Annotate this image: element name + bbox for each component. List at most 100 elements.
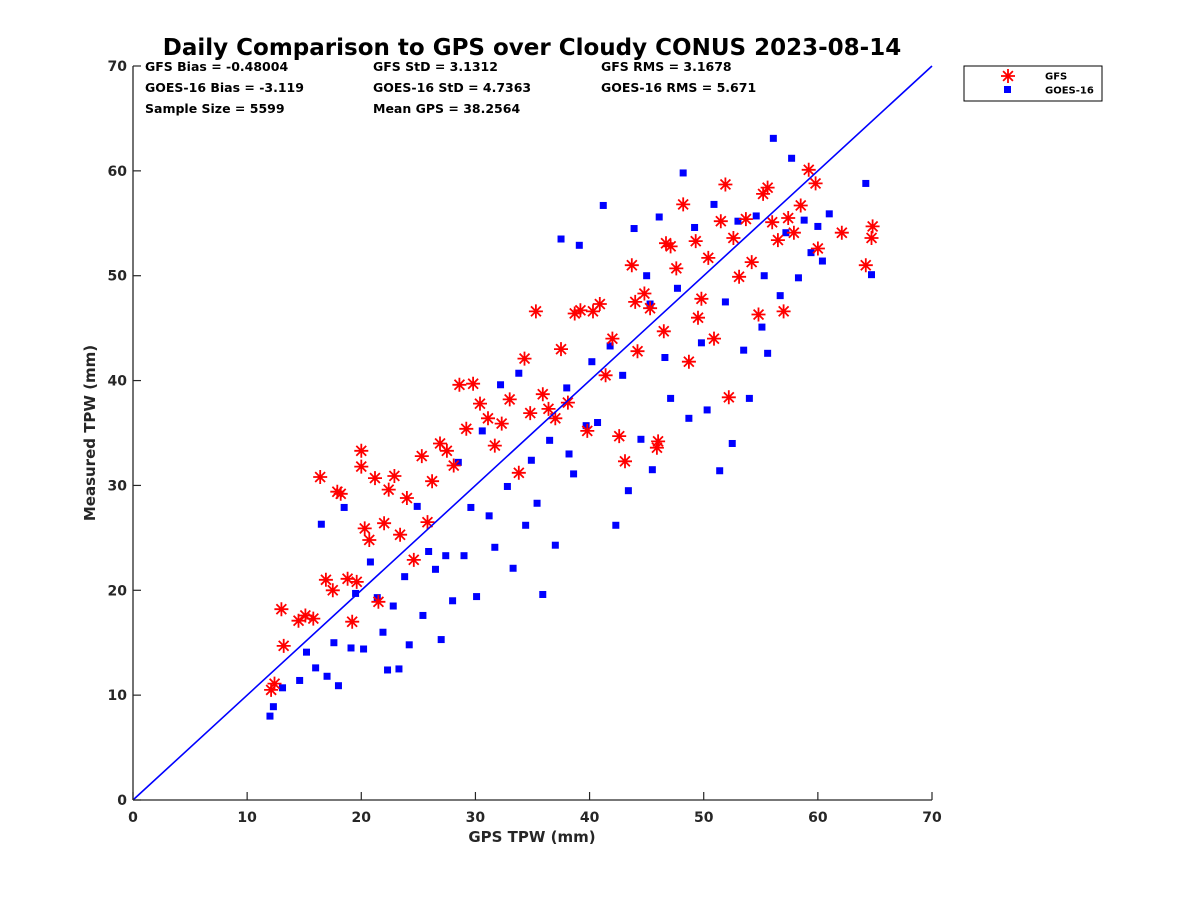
data-point	[401, 573, 409, 581]
data-point	[744, 255, 759, 270]
data-point	[535, 387, 550, 402]
data-point	[511, 465, 526, 480]
data-point	[563, 384, 571, 392]
data-point	[515, 369, 523, 377]
data-point	[323, 672, 331, 680]
data-point	[734, 217, 742, 225]
data-point	[586, 304, 600, 319]
data-point	[452, 377, 467, 392]
data-point	[373, 594, 381, 602]
data-point	[810, 241, 825, 256]
data-point	[599, 201, 607, 209]
y-tick-label: 60	[108, 164, 128, 180]
data-point	[459, 421, 474, 436]
data-point	[494, 416, 509, 431]
data-point	[618, 454, 632, 469]
data-point	[312, 664, 320, 672]
data-point	[630, 344, 645, 359]
data-point	[384, 666, 392, 674]
data-point	[769, 134, 777, 142]
data-point	[357, 521, 372, 536]
axis-frame	[132, 66, 932, 801]
data-point	[425, 474, 440, 489]
data-point	[726, 231, 741, 245]
data-point	[454, 458, 462, 466]
data-point	[431, 565, 439, 573]
x-tick-label: 0	[128, 810, 138, 826]
data-point	[313, 470, 328, 484]
data-point	[541, 401, 556, 416]
data-point	[340, 571, 355, 586]
x-axis-label: GPS TPW (mm)	[468, 828, 595, 846]
data-point	[624, 258, 639, 273]
data-point	[718, 177, 733, 192]
x-tick-label: 20	[352, 810, 372, 826]
data-point	[503, 482, 511, 490]
data-point	[433, 436, 447, 451]
data-point	[567, 306, 582, 321]
data-point	[437, 636, 445, 644]
legend-box	[963, 65, 1103, 102]
data-point	[354, 459, 369, 474]
data-point	[523, 406, 538, 421]
data-point	[740, 346, 748, 354]
data-point	[630, 225, 638, 233]
data-point	[522, 521, 530, 529]
data-point	[557, 235, 565, 243]
data-point	[330, 484, 345, 499]
data-point	[659, 236, 673, 251]
data-point	[598, 368, 613, 383]
data-point	[554, 342, 568, 357]
data-point	[560, 395, 575, 410]
data-point	[349, 574, 364, 589]
data-point	[807, 249, 815, 257]
data-point	[317, 520, 325, 528]
data-point	[291, 613, 306, 628]
data-point	[679, 169, 687, 177]
plot-area: 0 10 20 30 40 50 60 70 0 10 20 30 40 50 60 70	[108, 59, 942, 826]
data-point	[592, 297, 607, 311]
data-point	[377, 516, 392, 531]
legend-entry-gfs: GFS	[1001, 69, 1067, 83]
data-point	[713, 214, 728, 229]
data-point	[782, 229, 790, 237]
x-tick-label: 60	[808, 810, 828, 826]
data-point	[624, 487, 632, 495]
data-point	[656, 324, 671, 339]
data-point	[395, 665, 403, 673]
data-point	[274, 602, 289, 617]
y-tick-label: 0	[117, 793, 127, 809]
data-point	[366, 558, 374, 566]
data-point	[776, 304, 791, 319]
data-point	[765, 215, 780, 230]
data-point	[781, 211, 796, 225]
legend-marker	[1004, 86, 1011, 93]
y-tick-label: 20	[108, 583, 128, 599]
data-point	[808, 176, 823, 191]
data-point	[788, 154, 796, 162]
data-point	[606, 342, 614, 350]
data-point	[381, 482, 396, 497]
data-point	[539, 590, 547, 598]
legend: GFS GOES-16	[963, 65, 1103, 102]
data-point	[347, 644, 355, 652]
data-point	[655, 213, 663, 221]
data-point	[770, 233, 785, 248]
data-point	[354, 443, 369, 458]
data-point	[446, 458, 461, 473]
y-axis-ticks: 0 10 20 30 40 50 60 70	[108, 59, 141, 809]
data-point	[340, 503, 348, 511]
data-point	[588, 358, 596, 366]
data-point	[825, 210, 833, 218]
data-point	[697, 339, 705, 347]
data-point	[460, 552, 468, 560]
data-point	[269, 703, 277, 711]
data-point	[752, 212, 760, 220]
data-point	[673, 284, 681, 292]
data-point	[628, 294, 643, 309]
y-tick-label: 50	[108, 269, 128, 285]
y-tick-label: 70	[108, 59, 128, 75]
data-point	[389, 602, 397, 610]
data-point	[491, 543, 499, 551]
